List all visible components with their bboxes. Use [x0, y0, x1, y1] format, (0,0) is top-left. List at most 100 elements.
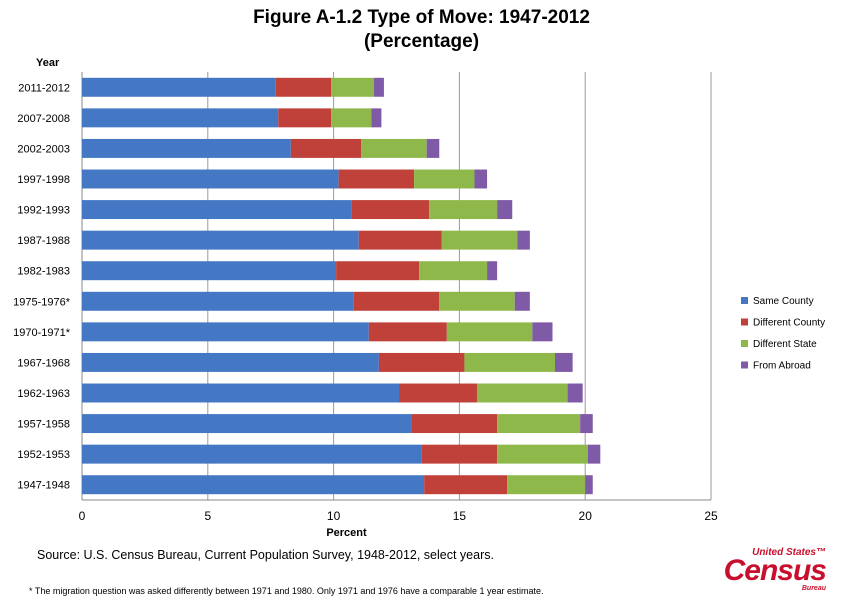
- y-tick-label: 1975-1976*: [13, 296, 71, 308]
- x-axis-title: Percent: [326, 527, 367, 539]
- bar-different-state: [477, 383, 568, 403]
- source-note: Source: U.S. Census Bureau, Current Popu…: [37, 548, 494, 562]
- bar-same-county: [82, 200, 352, 220]
- bar-same-county: [82, 108, 279, 128]
- bar-from-abroad: [426, 138, 440, 158]
- x-tick-label: 25: [704, 509, 718, 523]
- bar-different-county: [351, 200, 430, 220]
- bar-same-county: [82, 291, 354, 311]
- bar-different-state: [331, 108, 372, 128]
- grid-layer: [81, 72, 712, 500]
- legend-swatch: [741, 361, 748, 369]
- bar-from-abroad: [585, 475, 593, 495]
- bar-different-county: [368, 322, 447, 342]
- bar-from-abroad: [555, 352, 573, 372]
- legend-swatch: [741, 340, 748, 347]
- legend: Same County Different County Different Sta…: [741, 296, 825, 372]
- bar-from-abroad: [371, 108, 382, 128]
- bar-from-abroad: [580, 414, 593, 434]
- legend-label: Different County: [753, 318, 825, 329]
- x-tick-label: 10: [327, 509, 341, 523]
- y-axis-title: Year: [36, 57, 60, 69]
- logo-line-3: Bureau: [801, 585, 826, 592]
- x-tick-label: 15: [453, 509, 467, 523]
- legend-swatch: [741, 297, 748, 304]
- bar-different-county: [278, 108, 332, 128]
- y-tick-label: 1967-1968: [17, 357, 70, 369]
- y-tick-label: 1997-1998: [17, 174, 70, 186]
- y-tick-label: 2011-2012: [18, 82, 70, 94]
- bar-from-abroad: [587, 444, 601, 464]
- bar-different-state: [331, 77, 374, 97]
- bar-same-county: [82, 169, 339, 189]
- y-tick-label: 1952-1953: [17, 449, 70, 461]
- bar-same-county: [82, 138, 291, 158]
- bar-different-county: [399, 383, 478, 403]
- legend-label: Different State: [753, 339, 817, 350]
- legend-label: From Abroad: [753, 361, 811, 372]
- bar-different-state: [429, 200, 498, 220]
- bar-different-county: [275, 77, 332, 97]
- bar-different-county: [358, 230, 442, 250]
- chart-subtitle: (Percentage): [363, 31, 480, 52]
- bar-different-state: [361, 138, 427, 158]
- bar-different-county: [290, 138, 362, 158]
- y-tick-label: 1957-1958: [17, 419, 70, 431]
- logo-line-2: Census: [723, 554, 827, 587]
- x-tick-label: 20: [579, 509, 593, 523]
- bar-same-county: [82, 414, 412, 434]
- chart-title: Figure A-1.2 Type of Move: 1947-2012: [253, 7, 590, 28]
- bar-from-abroad: [474, 169, 488, 189]
- bar-same-county: [82, 77, 276, 97]
- chart-title-block: Figure A-1.2 Type of Move: 1947-2012 (Pe…: [0, 6, 843, 54]
- bar-from-abroad: [567, 383, 583, 403]
- bar-different-county: [338, 169, 415, 189]
- bar-from-abroad: [497, 200, 513, 220]
- bar-different-state: [507, 475, 586, 495]
- bar-different-state: [497, 444, 588, 464]
- legend-swatch: [741, 318, 748, 326]
- bar-different-state: [414, 169, 475, 189]
- bar-same-county: [82, 261, 337, 281]
- y-tick-label: 1970-1971*: [13, 327, 71, 339]
- bar-from-abroad: [532, 322, 553, 342]
- y-tick-label: 2002-2003: [17, 143, 70, 155]
- bar-different-county: [421, 444, 498, 464]
- bar-different-state: [439, 291, 515, 311]
- bar-from-abroad: [514, 291, 530, 311]
- bar-same-county: [82, 383, 400, 403]
- census-logo: United States™ Census Bureau: [723, 545, 828, 595]
- bar-from-abroad: [373, 77, 384, 97]
- bar-different-county: [336, 261, 420, 281]
- x-tick-label: 0: [79, 509, 86, 523]
- bar-different-state: [419, 261, 488, 281]
- y-tick-label: 1947-1948: [17, 480, 70, 492]
- bar-from-abroad: [487, 261, 498, 281]
- bar-different-state: [464, 352, 556, 372]
- y-tick-label: 1987-1988: [17, 235, 70, 247]
- bar-different-county: [353, 291, 440, 311]
- bar-different-county: [378, 352, 465, 372]
- axes-layer: 0 5 10 15 20 25 Year Percent 2011-2012 2007-2008 2…: [13, 57, 718, 539]
- bar-same-county: [82, 352, 379, 372]
- y-tick-label: 1982-1983: [17, 266, 70, 278]
- bars-layer: [82, 77, 601, 495]
- legend-label: Same County: [753, 296, 814, 307]
- bar-different-state: [497, 414, 581, 434]
- bar-different-county: [424, 475, 508, 495]
- bar-same-county: [82, 230, 359, 250]
- stacked-bar-chart: 0 5 10 15 20 25 Year Percent 2011-2012 2007-2008 2…: [13, 57, 825, 539]
- bar-from-abroad: [517, 230, 530, 250]
- footnote: * The migration question was asked diffe…: [29, 586, 544, 596]
- x-tick-label: 5: [204, 509, 211, 523]
- bar-different-state: [446, 322, 533, 342]
- bar-different-state: [441, 230, 518, 250]
- bar-same-county: [82, 444, 422, 464]
- bar-different-county: [411, 414, 498, 434]
- y-tick-label: 2007-2008: [17, 113, 70, 125]
- bar-same-county: [82, 475, 425, 495]
- bar-same-county: [82, 322, 369, 342]
- y-tick-label: 1992-1993: [17, 205, 70, 217]
- logo-line-1: United States™: [752, 547, 826, 558]
- y-tick-label: 1962-1963: [17, 388, 70, 400]
